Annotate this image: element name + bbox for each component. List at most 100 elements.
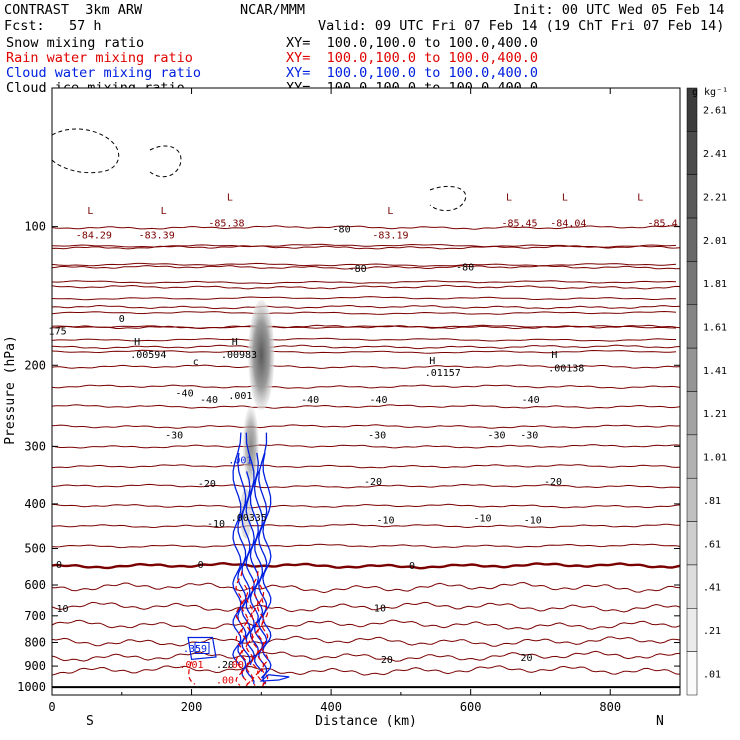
- isotherm-line: [51, 265, 681, 270]
- isotherm-line: [51, 225, 681, 230]
- isotherm-line: [51, 601, 681, 613]
- y-tick-label: 700: [24, 609, 46, 623]
- isotherm-line: [51, 310, 677, 315]
- colorbar-tick-label: 1.41: [703, 366, 727, 377]
- snow-contour: [429, 185, 467, 212]
- colorbar-swatch: [686, 131, 698, 175]
- y-tick-label: 200: [24, 358, 46, 372]
- isotherm-label: -30: [520, 431, 538, 442]
- isotherm-line: [51, 304, 681, 310]
- isotherm-label: -10: [207, 519, 225, 530]
- isotherm-line: [51, 464, 681, 469]
- init-time: Init: 00 UTC Wed 05 Feb 14: [513, 2, 725, 18]
- contour-annotation: H: [429, 356, 435, 367]
- isotherm-label: 0: [198, 560, 204, 571]
- isotherm-line: [51, 349, 677, 354]
- isotherm-line: [51, 665, 681, 676]
- cloud-water-contour: [194, 642, 210, 654]
- isotherm-label: -20: [364, 477, 382, 488]
- contour-annotation: L: [161, 206, 167, 217]
- contour-annotation: H: [232, 337, 238, 348]
- isotherm-line: [51, 503, 681, 509]
- x-end-label-south: S: [86, 714, 94, 729]
- contour-annotation: -83.39: [139, 230, 175, 241]
- snow-plume-lower: [242, 406, 259, 487]
- cloud-water-contour: [262, 452, 272, 685]
- colorbar-swatch: [686, 347, 698, 392]
- isotherm-line: [51, 543, 681, 549]
- isotherm-label: 10: [56, 604, 68, 615]
- colorbar-tick-label: 1.21: [703, 409, 727, 420]
- contour-annotation: -85.4: [648, 219, 678, 230]
- isotherm-line: [51, 635, 681, 647]
- plot-frame: [51, 87, 681, 696]
- colorbar-tick-label: 2.21: [703, 192, 727, 203]
- colorbar-tick-label: 1.81: [703, 279, 727, 290]
- field-cloudwater-name: Cloud water mixing ratio: [6, 65, 202, 81]
- colorbar-tick-label: 2.01: [703, 236, 727, 247]
- isotherm-line: [51, 483, 681, 489]
- contour-annotation: -84.29: [76, 230, 112, 241]
- contour-annotation: .001: [180, 660, 204, 671]
- cloud-water-contour: [232, 432, 242, 666]
- y-tick-label: 600: [24, 578, 46, 592]
- contour-annotation: L: [387, 206, 393, 217]
- colorbar-tick-label: .01: [703, 669, 721, 680]
- colorbar-swatch: [686, 651, 698, 696]
- colorbar-swatch: [686, 608, 698, 652]
- x-tick-label: 200: [181, 700, 203, 714]
- plot-area: [52, 88, 680, 695]
- contour-annotation: L: [227, 192, 233, 203]
- isotherm-line: [51, 523, 680, 529]
- x-axis-label: Distance (km): [315, 714, 417, 729]
- contour-annotation: 175: [49, 326, 67, 337]
- rain-water-contour: [256, 584, 265, 687]
- isotherm-label: -40: [370, 395, 388, 406]
- isotherm-label: -20: [198, 479, 216, 490]
- isotherm-label: -40: [176, 388, 194, 399]
- isotherm-label: -20: [544, 477, 562, 488]
- colorbar-swatch: [686, 477, 698, 522]
- isotherm-line: [51, 444, 681, 449]
- isotherm-label: -10: [524, 516, 542, 527]
- isotherm-label: -80: [456, 262, 474, 273]
- contour-annotation: L: [506, 192, 512, 203]
- contour-annotation: .001: [228, 391, 252, 402]
- cloud-water-contour: [259, 674, 290, 682]
- model-title: CONTRAST 3km ARW: [4, 2, 143, 18]
- rain-water-contour: [251, 571, 259, 686]
- isotherm-line: [51, 284, 681, 290]
- isotherm-line: [51, 243, 677, 248]
- center-title: NCAR/MMM: [240, 2, 306, 18]
- isotherm-line: [51, 344, 681, 350]
- forecast-hour: Fcst: 57 h: [4, 18, 102, 34]
- contour-annotation: .00983: [221, 350, 257, 361]
- isotherm-line: [51, 561, 681, 570]
- isotherm-label: -10: [377, 516, 395, 527]
- isotherm-label: -10: [473, 513, 491, 524]
- colorbar-tick-label: .61: [703, 539, 721, 550]
- y-tick-label: 500: [24, 542, 46, 556]
- contour-annotation: .20: [216, 660, 234, 671]
- contour-annotation: .00: [216, 675, 234, 686]
- colorbar-swatch: [686, 564, 698, 609]
- isotherm-label: -30: [165, 431, 183, 442]
- field-snow-xy: XY= 100.0,100.0 to 100.0,400.0: [286, 35, 538, 51]
- y-tick-label: 900: [24, 659, 46, 673]
- contour-annotation: L: [87, 206, 93, 217]
- isotherm-line: [51, 337, 676, 342]
- y-tick-label: 400: [24, 497, 46, 511]
- contour-annotation: 0: [119, 314, 125, 325]
- colorbar-tick-label: .21: [703, 626, 721, 637]
- isotherm-label: 20: [381, 655, 393, 666]
- x-tick-label: 800: [599, 700, 621, 714]
- contour-annotation: c: [193, 357, 199, 368]
- rain-water-contour: [261, 597, 269, 688]
- colorbar-swatch: [686, 304, 698, 349]
- isotherm-line: [51, 619, 681, 631]
- colorbar-unit: g kg⁻¹: [692, 87, 728, 98]
- snow-plume-upper: [248, 300, 275, 411]
- isotherm-label: -80: [333, 225, 351, 236]
- colorbar-swatch: [686, 217, 698, 262]
